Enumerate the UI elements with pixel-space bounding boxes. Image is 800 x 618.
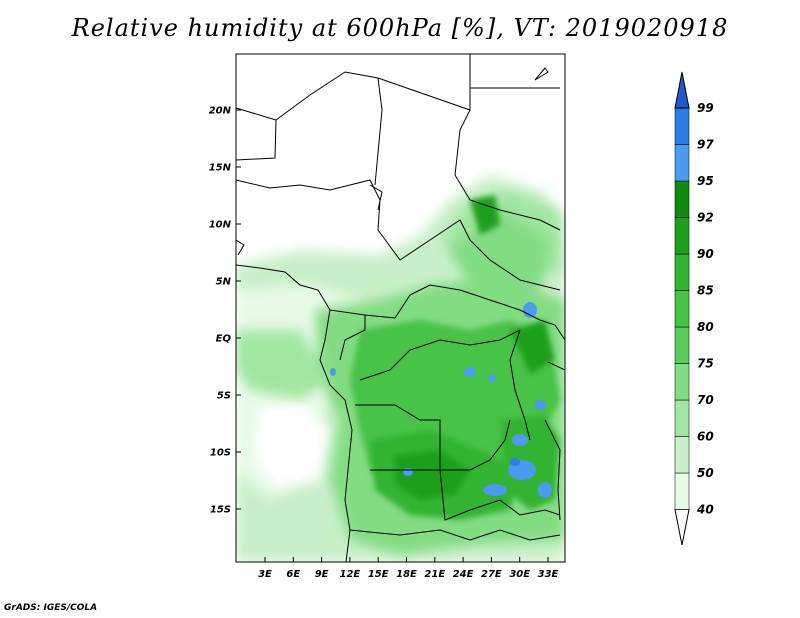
colorbar-box: [674, 363, 690, 401]
lon-tick-label: 3E: [258, 569, 272, 580]
colorbar-label: 40: [696, 503, 714, 517]
colorbar-label: 75: [697, 357, 714, 371]
lon-tick-label: 15E: [368, 569, 389, 580]
colorbar-label: 90: [697, 247, 714, 261]
colorbar-label: 60: [697, 430, 714, 444]
colorbar-label: 92: [697, 211, 714, 225]
colorbar-box: [674, 107, 690, 145]
lat-tick-label: 20N: [209, 106, 232, 117]
colorbar-top-triangle: [674, 71, 690, 109]
colorbar-box: [674, 472, 690, 510]
colorbar-box: [674, 326, 690, 364]
colorbar-bottom-triangle: [674, 509, 690, 546]
colorbar-box: [674, 253, 690, 291]
lon-tick-label: 24E: [453, 569, 474, 580]
longitude-axis: 3E 6E 9E 12E 15E 18E 21E 24E 27E 30E 33E: [258, 557, 559, 580]
lon-tick-label: 33E: [538, 569, 559, 580]
latitude-axis: 20N 15N 10N 5N EQ 5S 10S 15S: [209, 106, 241, 516]
humidity-shading-dark: [350, 195, 560, 520]
lat-tick-label: 10S: [210, 448, 231, 459]
humidity-field: [236, 54, 565, 562]
lat-tick-label: EQ: [216, 334, 232, 345]
colorbar-label: 97: [697, 138, 714, 152]
lat-tick-label: 5S: [217, 391, 231, 402]
lon-tick-label: 27E: [481, 569, 502, 580]
colorbar-boxes: [674, 71, 690, 546]
colorbar-box: [674, 290, 690, 328]
colorbar-labels: 99 97 95 92 90 85 80 75 70 60 50 40: [696, 101, 714, 517]
map-frame: [235, 53, 566, 563]
lon-tick-label: 6E: [286, 569, 300, 580]
colorbar-label: 70: [697, 393, 714, 407]
lon-tick-label: 30E: [509, 569, 530, 580]
colorbar-box: [674, 180, 690, 218]
colorbar-label: 50: [697, 466, 714, 480]
colorbar-box: [674, 436, 690, 474]
lon-tick-label: 12E: [340, 569, 361, 580]
map-title: Relative humidity at 600hPa [%], VT: 201…: [71, 14, 729, 42]
colorbar-box: [674, 399, 690, 437]
lon-tick-label: 9E: [315, 569, 329, 580]
colorbar-label: 99: [697, 101, 714, 115]
lat-tick-label: 10N: [209, 220, 232, 231]
country-borders: [236, 54, 565, 562]
colorbar-box: [674, 144, 690, 182]
lon-tick-label: 18E: [396, 569, 417, 580]
lat-tick-label: 15S: [210, 505, 231, 516]
grads-credit: GrADS: IGES/COLA: [4, 603, 98, 613]
lon-tick-label: 21E: [424, 569, 445, 580]
colorbar-box: [674, 217, 690, 255]
lat-tick-label: 15N: [209, 163, 232, 174]
colorbar-label: 80: [697, 320, 714, 334]
colorbar-label: 85: [697, 284, 714, 298]
colorbar-label: 95: [697, 174, 714, 188]
lat-tick-label: 5N: [216, 277, 232, 288]
